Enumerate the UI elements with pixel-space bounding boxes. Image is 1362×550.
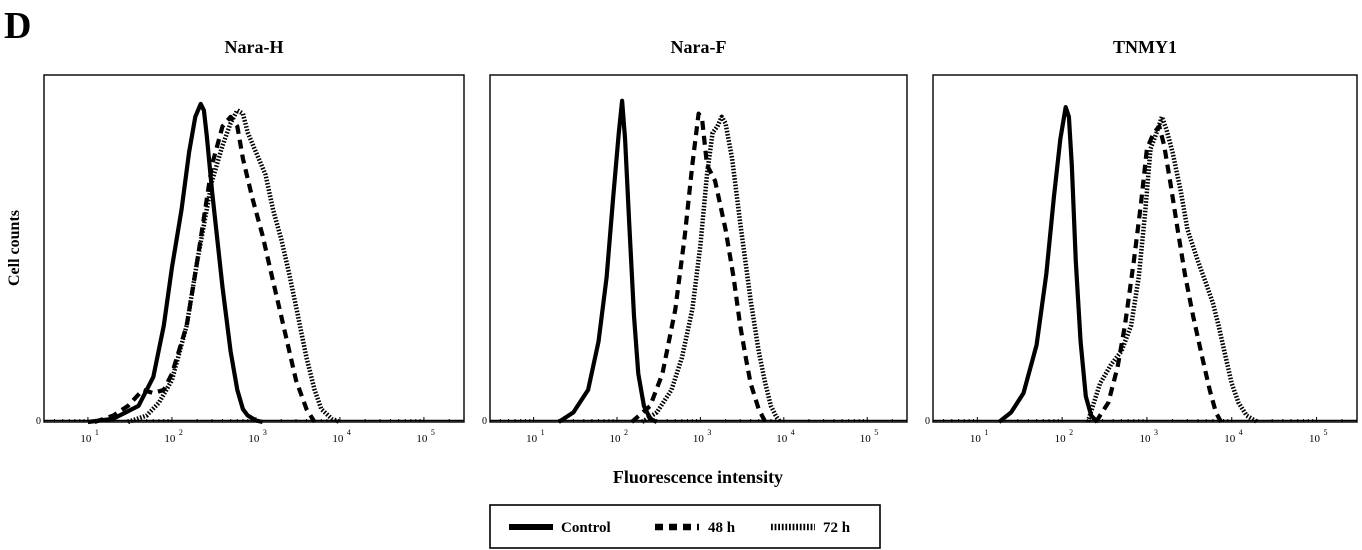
x-tick-exponent: 5	[1324, 428, 1328, 437]
x-tick-label: 10	[610, 433, 622, 445]
x-tick-label: 10	[416, 433, 428, 445]
plot-frame	[932, 74, 1358, 423]
y-axis-label: Cell counts	[6, 210, 23, 286]
plot-panels: Nara-H0101102103104105Nara-F010110210310…	[36, 37, 1358, 445]
y-tick-label: 0	[925, 416, 930, 427]
x-tick-exponent: 2	[624, 428, 628, 437]
panel-label: D	[4, 5, 31, 47]
series-line-dotted	[1085, 114, 1259, 424]
series-line-solid	[87, 101, 264, 425]
x-tick-label: 10	[1224, 433, 1236, 445]
legend-label: 48 h	[708, 520, 736, 536]
x-tick-exponent: 3	[1154, 428, 1158, 437]
x-tick-label: 10	[248, 433, 260, 445]
x-tick-label: 10	[80, 433, 92, 445]
x-tick-exponent: 5	[431, 428, 435, 437]
x-tick-exponent: 4	[347, 428, 351, 437]
series-line-solid	[557, 98, 658, 424]
x-tick-exponent: 4	[1239, 428, 1243, 437]
y-tick-label: 0	[36, 416, 41, 427]
y-tick-label: 0	[482, 416, 487, 427]
x-tick-exponent: 1	[95, 428, 99, 437]
x-tick-label: 10	[1309, 433, 1321, 445]
series-line-dashed	[1094, 124, 1223, 424]
x-tick-exponent: 1	[984, 428, 988, 437]
x-tick-exponent: 3	[707, 428, 711, 437]
plot-frame	[43, 74, 465, 423]
legend-label: 72 h	[823, 520, 851, 536]
x-tick-label: 10	[970, 433, 982, 445]
x-axis-label: Fluorescence intensity	[613, 467, 783, 487]
x-tick-exponent: 3	[263, 428, 267, 437]
legend-label: Control	[561, 520, 611, 536]
legend: Control 48 h 72 h	[489, 504, 881, 549]
x-tick-label: 10	[776, 433, 788, 445]
panel-title: Nara-F	[671, 37, 727, 57]
series-line-solid	[997, 104, 1099, 424]
plot-frame	[489, 74, 908, 423]
x-tick-exponent: 4	[791, 428, 795, 437]
x-tick-exponent: 2	[1069, 428, 1073, 437]
x-tick-exponent: 1	[541, 428, 545, 437]
x-tick-exponent: 5	[874, 428, 878, 437]
series-line-dashed	[93, 114, 317, 424]
panel-title: Nara-H	[225, 37, 284, 57]
panel-title: TNMY1	[1113, 37, 1177, 57]
x-tick-label: 10	[1139, 433, 1151, 445]
x-tick-label: 10	[693, 433, 705, 445]
x-tick-exponent: 2	[179, 428, 183, 437]
x-tick-label: 10	[332, 433, 344, 445]
x-tick-label: 10	[164, 433, 176, 445]
x-tick-label: 10	[1055, 433, 1067, 445]
series-line-dotted	[127, 108, 341, 425]
series-line-dotted	[640, 114, 782, 424]
x-tick-label: 10	[860, 433, 872, 445]
x-tick-label: 10	[526, 433, 538, 445]
